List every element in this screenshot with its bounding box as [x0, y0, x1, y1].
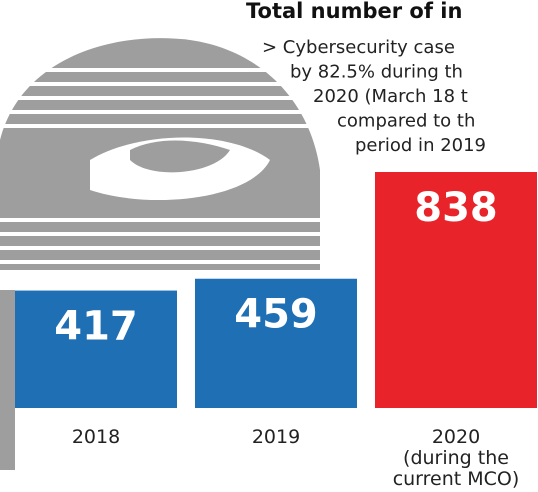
- value-label: 459: [234, 292, 318, 338]
- chart-title: Total number of in: [246, 0, 462, 23]
- annotation-line: compared to th: [337, 111, 475, 132]
- bar: [15, 290, 177, 408]
- bar: [375, 172, 537, 408]
- category-label: 2019: [252, 426, 300, 448]
- value-label: 417: [54, 304, 138, 350]
- annotation-line: 2020 (March 18 t: [313, 86, 468, 107]
- annotation-line: period in 2019: [355, 135, 486, 156]
- category-label: 2020 (during the current MCO): [393, 426, 520, 490]
- annotation-line: > Cybersecurity case: [262, 37, 455, 58]
- hacker-illustration: [0, 38, 320, 470]
- bar: [195, 278, 357, 408]
- annotation-line: by 82.5% during th: [290, 62, 463, 83]
- value-label: 838: [414, 185, 498, 231]
- category-label: 2018: [72, 426, 120, 448]
